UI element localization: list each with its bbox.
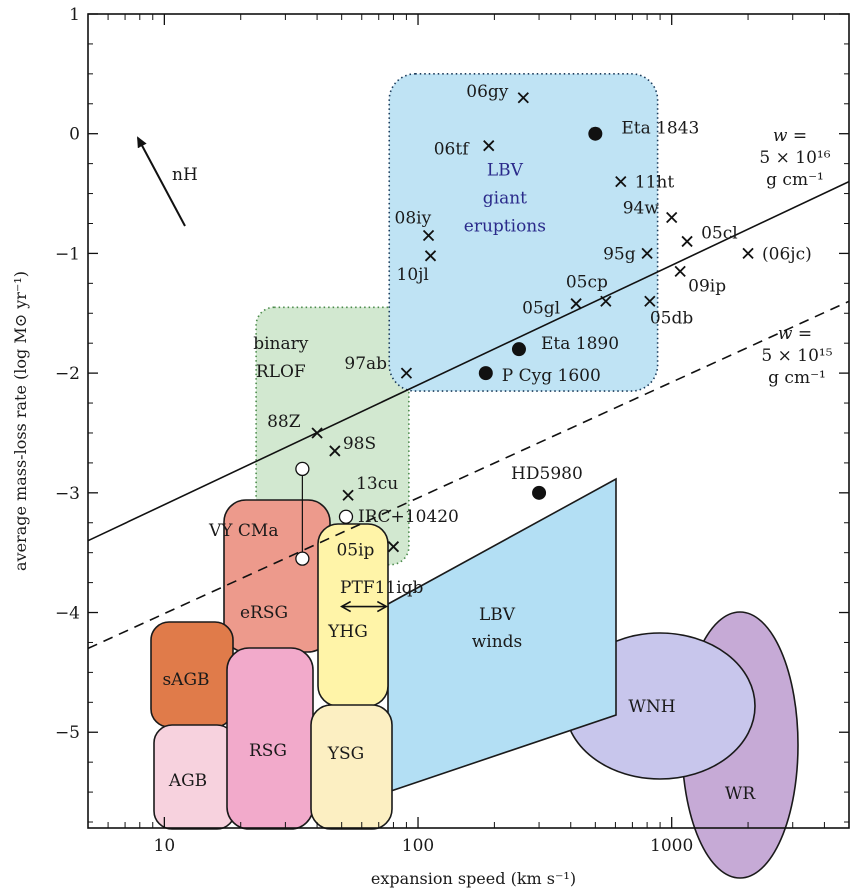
x-tick-label: 100 bbox=[402, 836, 434, 856]
data-point-cross bbox=[342, 489, 354, 501]
data-point-cross bbox=[742, 247, 754, 260]
data-point-label: Eta 1843 bbox=[621, 119, 699, 139]
nh-arrow-label: nH bbox=[172, 165, 198, 185]
data-point-open bbox=[295, 551, 310, 566]
data-point-label: 13cu bbox=[356, 474, 398, 494]
region-rsg bbox=[226, 647, 314, 830]
line-w-5e16-label: 5 × 10¹⁶ bbox=[759, 148, 830, 168]
data-point-label: 10jl bbox=[397, 265, 429, 285]
region-binary-rlof-label: RLOF bbox=[256, 362, 306, 382]
data-point-label: 98S bbox=[343, 434, 376, 454]
region-lbv-winds-label: winds bbox=[472, 632, 523, 652]
data-point-filled bbox=[532, 485, 547, 500]
line-w-5e16-label: g cm⁻¹ bbox=[766, 170, 824, 190]
data-point-label: 06gy bbox=[466, 82, 509, 102]
data-point-filled bbox=[478, 366, 493, 381]
data-point-cross bbox=[681, 235, 693, 248]
data-point-filled bbox=[588, 126, 603, 141]
y-tick-label: −5 bbox=[55, 723, 80, 743]
y-tick-label: 0 bbox=[69, 125, 80, 145]
data-point-cross bbox=[641, 247, 653, 260]
line-w-5e15-label: w = bbox=[778, 324, 812, 344]
region-lbv-giant-label: giant bbox=[483, 189, 527, 209]
data-point-label: 97ab bbox=[344, 354, 387, 374]
region-wnh-label: WNH bbox=[628, 697, 675, 717]
region-ersg-label: eRSG bbox=[240, 603, 288, 623]
region-agb-label: AGB bbox=[168, 771, 207, 791]
data-point-cross bbox=[644, 295, 656, 307]
region-rsg-label: RSG bbox=[249, 741, 287, 761]
data-point-open bbox=[338, 509, 354, 524]
region-sagb-label: sAGB bbox=[162, 670, 209, 690]
region-ysg bbox=[310, 704, 393, 830]
y-tick-label: −2 bbox=[55, 364, 80, 384]
data-point-label: 05cp bbox=[566, 272, 608, 292]
data-point-open bbox=[295, 461, 310, 477]
plot-frame bbox=[87, 13, 850, 829]
data-point-cross bbox=[517, 92, 529, 104]
nh-arrow bbox=[137, 136, 186, 227]
data-point-cross bbox=[674, 265, 686, 278]
region-lbv-giant-label: eruptions bbox=[464, 217, 546, 237]
region-binary-rlof-label: binary bbox=[253, 334, 309, 354]
line-w-5e15 bbox=[88, 300, 849, 650]
y-tick-label: 1 bbox=[69, 5, 80, 25]
line-w-5e15-label: g cm⁻¹ bbox=[768, 368, 826, 388]
data-point-label: IRC+10420 bbox=[358, 507, 459, 527]
data-point-label: 94w bbox=[623, 199, 660, 219]
data-point-label: 05ip bbox=[336, 541, 374, 561]
x-axis-title: expansion speed (km s⁻¹) bbox=[371, 869, 576, 888]
data-point-cross bbox=[615, 175, 627, 188]
ptf11iqb-arrow-left bbox=[340, 600, 352, 613]
line-w-5e16-label: w = bbox=[773, 126, 807, 146]
line-w-5e16 bbox=[88, 180, 849, 542]
line-w-5e15-label: 5 × 10¹⁵ bbox=[761, 346, 832, 366]
ptf11iqb-arrow-right bbox=[376, 600, 388, 613]
data-point-label: 05db bbox=[650, 308, 694, 328]
data-point-label: (06jc) bbox=[762, 244, 812, 264]
region-lbv-giant-eruptions bbox=[388, 73, 659, 392]
y-tick-label: −3 bbox=[55, 484, 80, 504]
ptf11iqb-label: PTF11iqb bbox=[340, 578, 424, 598]
data-point-cross bbox=[422, 229, 435, 242]
y-axis-title: average mass-loss rate (log M⊙ yr⁻¹) bbox=[11, 271, 30, 571]
region-ysg-label: YSG bbox=[327, 744, 364, 764]
data-point-label: HD5980 bbox=[511, 464, 583, 484]
data-point-label: 95g bbox=[603, 244, 636, 264]
region-lbv-winds-label: LBV bbox=[479, 605, 516, 625]
data-point-cross bbox=[570, 298, 582, 310]
data-point-label: 09ip bbox=[688, 276, 726, 296]
y-tick-label: −4 bbox=[55, 604, 80, 624]
data-point-cross bbox=[387, 541, 400, 553]
data-point-cross bbox=[666, 211, 678, 224]
data-point-cross bbox=[483, 140, 495, 152]
data-point-label: P Cyg 1600 bbox=[502, 366, 601, 386]
data-point-filled bbox=[511, 342, 526, 357]
data-point-cross bbox=[311, 427, 323, 439]
y-tick-label: −1 bbox=[55, 244, 80, 264]
data-point-label: 11ht bbox=[635, 173, 675, 193]
data-point-label: Eta 1890 bbox=[541, 334, 619, 354]
region-lbv-giant-label: LBV bbox=[487, 161, 524, 181]
region-wr-label: WR bbox=[725, 784, 756, 804]
region-yhg-label: YHG bbox=[327, 622, 368, 642]
x-tick-label: 10 bbox=[154, 836, 176, 856]
x-tick-label: 1000 bbox=[650, 836, 693, 856]
data-point-cross bbox=[600, 295, 612, 307]
data-point-cross bbox=[424, 250, 437, 262]
data-point-label: 08iy bbox=[395, 208, 432, 228]
data-point-label: 88Z bbox=[267, 412, 301, 432]
data-point-label: 05cl bbox=[701, 223, 738, 243]
lines-group bbox=[88, 180, 849, 650]
data-point-label: 06tf bbox=[434, 140, 470, 160]
data-point-cross bbox=[329, 445, 341, 457]
data-point-label: 05gl bbox=[522, 299, 560, 319]
data-point-label: VY CMa bbox=[208, 521, 278, 541]
data-point-cross bbox=[400, 367, 413, 379]
